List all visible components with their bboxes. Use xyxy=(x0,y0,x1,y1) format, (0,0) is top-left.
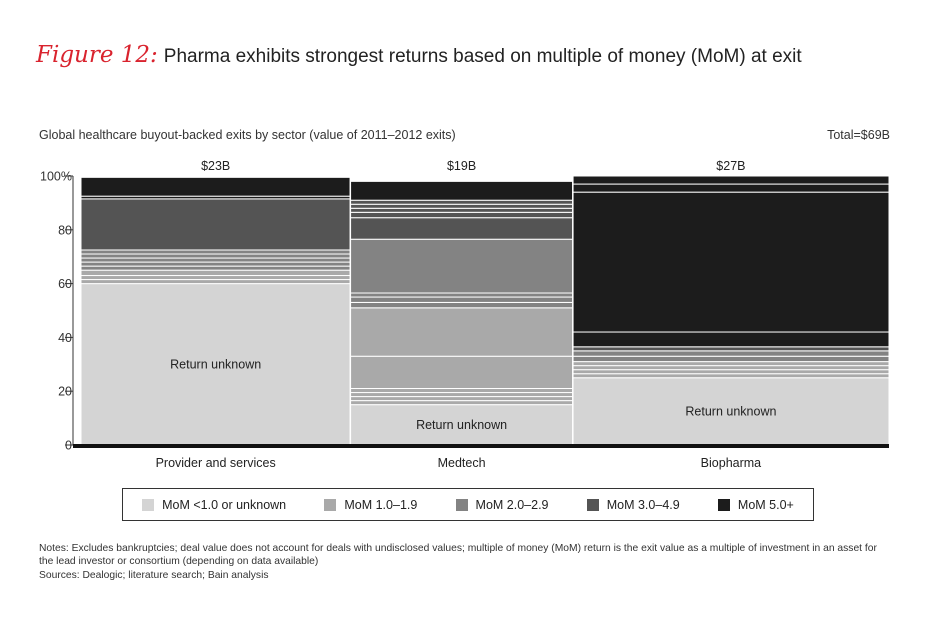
y-tick-label: 80 xyxy=(58,223,72,237)
figure-label: Figure 12: xyxy=(36,42,158,68)
legend-label: MoM 1.0–1.9 xyxy=(344,497,418,512)
legend-label: MoM 2.0–2.9 xyxy=(475,497,549,512)
legend-label: MoM <1.0 or unknown xyxy=(162,497,287,512)
bar-segment xyxy=(349,211,574,219)
legend-item: MoM 1.0–1.9 xyxy=(324,498,417,512)
legend-item: MoM 2.0–2.9 xyxy=(455,497,549,512)
bar-segment xyxy=(572,346,890,352)
bar-segment xyxy=(349,207,574,213)
chart-legend: MoM <1.0 or unknown MoM 1.0–1.9 MoM 2.0–2.… xyxy=(122,488,814,521)
y-tick-label: 60 xyxy=(58,277,72,291)
legend-swatch xyxy=(586,498,599,511)
bar-segment xyxy=(349,307,574,357)
chart-notes: Notes: Excludes bankruptcies; deal value… xyxy=(39,542,889,582)
bar-segment xyxy=(349,199,574,205)
legend-item: MoM <1.0 or unknown xyxy=(142,498,286,512)
legend-swatch xyxy=(717,498,730,511)
bar-segment xyxy=(349,217,574,240)
legend-item: MoM 5.0+ xyxy=(717,497,794,512)
bar-segment xyxy=(80,265,351,271)
notes-text: Notes: Excludes bankruptcies; deal value… xyxy=(39,543,877,568)
category-label: Medtech xyxy=(438,456,486,470)
return-unknown-label: Return unknown xyxy=(416,418,507,432)
bar-segment xyxy=(572,175,890,185)
bar-segment xyxy=(349,180,574,201)
bar-segment xyxy=(349,203,574,209)
bar-segment xyxy=(349,400,574,406)
bar-segment xyxy=(80,253,351,259)
y-tick-label: 100% xyxy=(40,170,72,184)
bar-segment xyxy=(80,261,351,267)
bar-segment xyxy=(349,292,574,298)
y-tick-label: 20 xyxy=(58,385,72,399)
legend-swatch xyxy=(324,498,337,511)
column-value-label: $27B xyxy=(716,159,745,173)
return-unknown-label: Return unknown xyxy=(685,404,776,418)
legend-label: MoM 3.0–4.9 xyxy=(606,497,680,512)
bar-segment xyxy=(349,301,574,309)
bar-segment xyxy=(80,257,351,263)
chart-subtitle: Global healthcare buyout-backed exits by… xyxy=(39,128,456,142)
bar-segment xyxy=(80,283,351,446)
bar-segment xyxy=(349,392,574,398)
figure-title-text: Pharma exhibits strongest returns based … xyxy=(163,46,802,67)
bar-segment xyxy=(572,350,890,357)
y-tick-label: 40 xyxy=(58,331,72,345)
figure-title: Figure 12: Pharma exhibits strongest retu… xyxy=(36,42,802,68)
category-label: Biopharma xyxy=(701,456,761,470)
bar-segment xyxy=(572,183,890,193)
category-label: Provider and services xyxy=(156,456,276,470)
bar-segment xyxy=(80,198,351,251)
column-value-label: $19B xyxy=(447,159,476,173)
bar-segment xyxy=(80,249,351,255)
bar-segment xyxy=(80,275,351,281)
bar-segment xyxy=(349,388,574,394)
y-tick-label: 0 xyxy=(65,439,72,453)
legend-swatch xyxy=(455,498,468,511)
chart-total-label: Total=$69B xyxy=(827,128,890,142)
sources-text: Sources: Dealogic; literature search; Ba… xyxy=(39,569,269,581)
column-value-label: $23B xyxy=(201,159,230,173)
bar-segment xyxy=(349,238,574,294)
bar-segment xyxy=(349,396,574,402)
bar-segment xyxy=(572,369,890,375)
bar-segment xyxy=(349,296,574,303)
bar-segment xyxy=(349,355,574,390)
legend-label: MoM 5.0+ xyxy=(737,497,794,512)
legend-item: MoM 3.0–4.9 xyxy=(586,497,680,512)
bar-segment xyxy=(572,365,890,371)
bar-segment xyxy=(572,373,890,379)
bar-segment xyxy=(80,279,351,285)
bar-segment xyxy=(572,331,890,348)
bar-segment xyxy=(80,176,351,197)
bar-segment xyxy=(572,191,890,333)
legend-swatch xyxy=(142,498,155,511)
x-axis-baseline xyxy=(73,444,889,448)
bar-segment xyxy=(80,269,351,277)
bar-segment xyxy=(572,355,890,363)
return-unknown-label: Return unknown xyxy=(170,357,261,371)
bar-segment xyxy=(572,361,890,367)
